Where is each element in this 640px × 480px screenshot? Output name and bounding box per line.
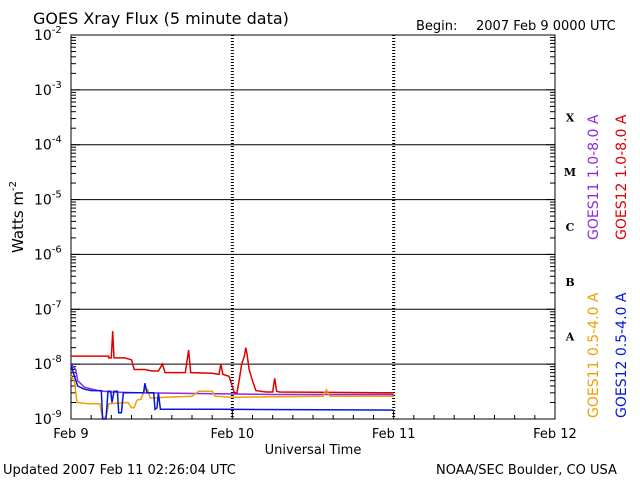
- svg-text:Watts m-2: Watts m-2: [8, 181, 27, 253]
- x-axis: Feb 9 Feb 10 Feb 11 Feb 12: [53, 411, 577, 442]
- flare-class-label: M: [564, 166, 576, 179]
- y-tick-label: 10-8: [34, 354, 62, 373]
- legend-item: GOES12 1.0-8.0 A: [614, 114, 630, 240]
- y-tick-label: 10-2: [34, 25, 62, 44]
- flare-class-label: X: [566, 111, 575, 124]
- updated-timestamp: Updated 2007 Feb 11 02:26:04 UTC: [3, 463, 236, 478]
- legend-item: GOES12 0.5-4.0 A: [614, 292, 630, 418]
- y-tick-label: 10-7: [34, 299, 62, 318]
- legend-item: GOES11 0.5-4.0 A: [586, 292, 602, 418]
- begin-label: Begin:: [416, 19, 457, 34]
- series-line: [70, 363, 394, 420]
- y-tick-label: 10-3: [34, 80, 62, 99]
- x-tick-label: Feb 11: [372, 427, 416, 442]
- y-axis-label-exponent: -2: [8, 181, 19, 191]
- y-axis-label-text: Watts m: [9, 191, 27, 253]
- series-line: [70, 363, 394, 396]
- y-axis: 10-9 10-8 10-7 10-6 10-5 10-4 10-3 10-2: [34, 25, 555, 428]
- x-axis-label: Universal Time: [265, 443, 362, 458]
- plot-frame: [70, 34, 556, 420]
- y-axis-label: Watts m-2: [8, 181, 27, 253]
- legend: GOES11 1.0-8.0 A GOES12 1.0-8.0 A GOES11 0…: [586, 114, 630, 418]
- y-tick-label: 10-9: [34, 409, 62, 428]
- legend-item: GOES11 1.0-8.0 A: [586, 114, 602, 240]
- flare-class-label: B: [565, 276, 574, 289]
- y-tick-label: 10-6: [34, 244, 62, 263]
- y-tick-label: 10-5: [34, 190, 62, 209]
- grid: [71, 35, 555, 419]
- series-line: [71, 331, 394, 394]
- begin-value: 2007 Feb 9 0000 UTC: [476, 19, 616, 34]
- series-lines: [70, 331, 394, 421]
- flare-class-label: C: [566, 221, 575, 234]
- chart-title: GOES Xray Flux (5 minute data): [33, 9, 289, 28]
- flare-class-label: A: [565, 331, 575, 344]
- source-credit: NOAA/SEC Boulder, CO USA: [436, 463, 617, 478]
- y-tick-label: 10-4: [34, 135, 62, 154]
- flare-class-labels: A B C M X: [564, 111, 576, 343]
- series-line: [70, 375, 394, 421]
- x-tick-label: Feb 9: [53, 427, 88, 442]
- x-tick-label: Feb 10: [210, 427, 254, 442]
- x-tick-label: Feb 12: [533, 427, 577, 442]
